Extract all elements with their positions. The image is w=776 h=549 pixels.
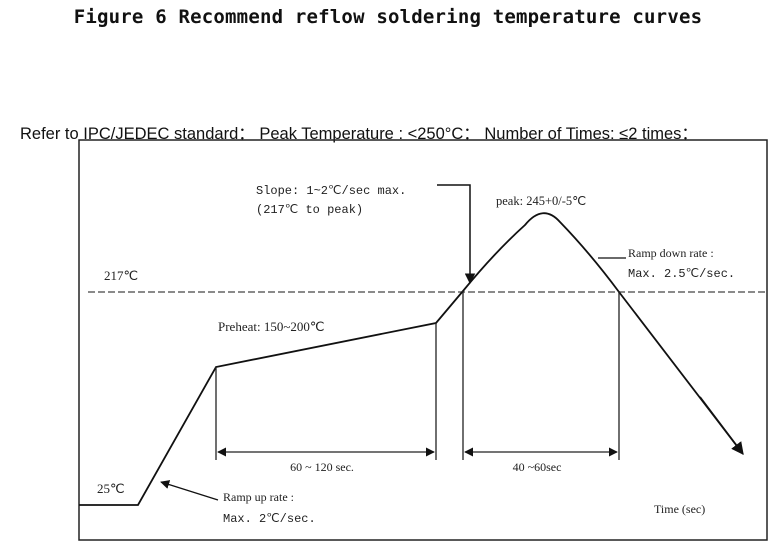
time-axis-label: Time (sec) — [654, 502, 705, 516]
standard-note: Refer to IPC/JEDEC standard： Peak Temper… — [20, 125, 698, 143]
peak-label: peak: 245+0/-5℃ — [496, 194, 586, 208]
ramp-down-label-line2: Max. 2.5℃/sec. — [628, 267, 735, 281]
figure-title: Figure 6 Recommend reflow soldering temp… — [73, 6, 703, 28]
ramp-up-label-line1: Ramp up rate : — [223, 490, 294, 504]
liquidus-duration-label: 40 ~60sec — [513, 460, 562, 474]
ambient-temp-label: 25℃ — [97, 481, 125, 496]
preheat-label: Preheat: 150~200℃ — [218, 319, 324, 334]
ramp-down-arrow — [699, 396, 744, 456]
slope-label-line1: Slope: 1~2℃/sec max. — [256, 184, 406, 198]
ramp-up-arrow — [160, 480, 219, 501]
ramp-up-label-line2: Max. 2℃/sec. — [223, 512, 316, 526]
preheat-duration-label: 60 ~ 120 sec. — [290, 460, 354, 474]
slope-callout-leader — [437, 184, 476, 285]
slope-label-line2: (217℃ to peak) — [256, 203, 363, 217]
liquidus-temp-label: 217℃ — [104, 268, 138, 283]
diagram-frame — [78, 139, 768, 541]
ramp-down-label-line1: Ramp down rate : — [628, 246, 714, 260]
